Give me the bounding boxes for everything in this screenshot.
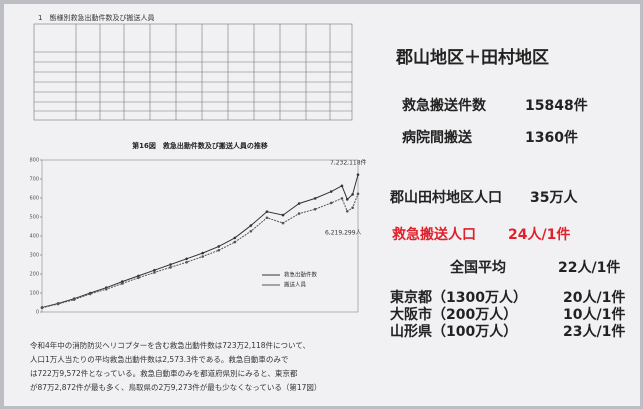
point: [185, 260, 188, 264]
point: [297, 212, 301, 215]
y-tick-label: 0: [36, 310, 39, 316]
point: [233, 240, 237, 244]
row-value: 15848件: [525, 97, 588, 114]
point: [137, 276, 140, 280]
row-label: 全国平均: [449, 259, 506, 276]
point: [153, 268, 156, 272]
point: [217, 245, 221, 248]
point: [340, 197, 344, 200]
y-tick-label: 200: [29, 272, 39, 278]
point: [104, 287, 108, 291]
row-value: 35万人: [530, 189, 578, 206]
point: [329, 201, 333, 205]
paragraph-line: は722万9,572件となっている。救急自動車のみを都道府県別にみると、東京都: [30, 368, 298, 378]
row-label: 大阪市（200万人）: [390, 306, 517, 323]
point: [345, 198, 349, 201]
paragraph-line: 人口1万人当たりの平均救急出動件数は2,573.3件である。救急自動車のみで: [30, 354, 288, 364]
point: [356, 192, 360, 196]
row-value: 24人/1件: [508, 226, 570, 243]
point: [265, 210, 269, 213]
point: [169, 263, 172, 266]
point: [72, 298, 76, 301]
point: [169, 266, 172, 269]
heading: 郡山地区＋田村地区: [395, 47, 549, 68]
point: [249, 224, 253, 227]
y-tick-label: 400: [29, 234, 39, 240]
paragraph-line: が87万2,872件が最も多く、鳥取県の2万9,273件が最も少なくなっている（…: [30, 382, 321, 392]
point: [121, 280, 124, 283]
point: [121, 282, 124, 285]
legend-label: 搬送人員: [284, 281, 307, 289]
point: [201, 251, 204, 255]
annotation: 6,219,299人: [325, 230, 362, 237]
chart-title: 第16図 救急出動件数及び搬送人員の推移: [132, 141, 268, 150]
point: [88, 292, 92, 296]
legend-label: 救急出動件数: [284, 271, 318, 279]
annotation: 7,232,118件: [330, 159, 367, 167]
row-label: 救急搬送件数: [402, 97, 487, 114]
row-value: 10人/1件: [563, 306, 625, 323]
row-label: 山形県（100万人）: [390, 323, 517, 340]
table-title: 1 態様別救急出動件数及び搬送人員: [38, 13, 154, 22]
point: [153, 271, 156, 274]
row-value: 22人/1件: [558, 259, 620, 276]
point: [345, 210, 349, 213]
point: [56, 302, 60, 306]
row-value: 1360件: [525, 129, 578, 146]
table-grid: [33, 23, 353, 121]
point: [233, 236, 237, 240]
y-tick-label: 100: [29, 291, 39, 297]
y-tick-label: 600: [29, 196, 39, 202]
point: [217, 248, 221, 252]
point: [340, 184, 344, 188]
paragraph-line: 令和4年中の消防防災ヘリコプターを含む救急出動件数は723万2,118件について…: [30, 340, 310, 350]
point: [351, 193, 354, 196]
row-label: 救急搬送人口: [392, 226, 476, 243]
row-label: 東京都（1300万人）: [390, 289, 527, 306]
point: [265, 216, 269, 220]
y-tick-label: 300: [29, 253, 39, 259]
point: [351, 206, 354, 209]
point: [329, 190, 333, 193]
point: [297, 202, 301, 205]
point: [281, 213, 285, 217]
point: [185, 257, 188, 261]
point: [281, 221, 285, 225]
row-label: 病院間搬送: [402, 129, 473, 146]
point: [40, 306, 44, 310]
slide: [4, 4, 640, 406]
point: [249, 229, 253, 233]
point: [201, 255, 204, 258]
y-tick-label: 700: [29, 177, 39, 183]
row-value: 20人/1件: [563, 289, 625, 306]
point: [356, 173, 360, 176]
row-label: 郡山田村地区人口: [389, 189, 502, 206]
point: [313, 207, 317, 211]
row-value: 23人/1件: [563, 323, 625, 340]
point: [313, 197, 317, 200]
y-tick-label: 800: [29, 158, 39, 164]
y-tick-label: 500: [29, 215, 39, 221]
point: [137, 274, 140, 278]
